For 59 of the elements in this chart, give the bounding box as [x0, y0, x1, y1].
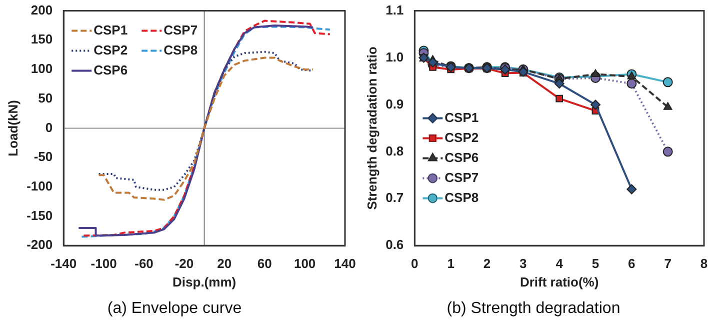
point: [663, 102, 672, 110]
x-tick-label: 8: [700, 256, 708, 271]
legend-label: CSP1: [444, 110, 479, 125]
legend-label: CSP2: [444, 130, 479, 145]
legend-label: CSP6: [94, 62, 128, 78]
x-tick-label: 100: [294, 256, 316, 271]
y-tick-label: 200: [30, 2, 53, 18]
point: [518, 66, 528, 77]
x-tick-label: 140: [334, 256, 356, 271]
point: [662, 146, 673, 157]
y-axis-title: Load(kN): [5, 100, 20, 156]
y-tick-label: 1.0: [386, 49, 404, 64]
y-tick-label: 0.9: [386, 96, 404, 112]
point: [662, 77, 673, 88]
x-tick-label: -140: [50, 256, 77, 271]
x-tick-label: 7: [664, 256, 672, 271]
point: [556, 94, 564, 102]
x-tick-label: -60: [134, 256, 154, 271]
x-tick-label: -20: [174, 256, 194, 271]
text: (b) Strength degradation: [446, 300, 620, 317]
y-tick-label: 0.8: [386, 143, 404, 158]
point: [591, 69, 600, 77]
x-tick-label: 60: [257, 256, 272, 271]
point: [590, 100, 600, 110]
y-tick-label: 150: [30, 32, 53, 47]
y-axis-title: Strength degradation ratio: [364, 46, 380, 210]
x-tick-label: 0: [411, 256, 418, 271]
y-tick-label: -100: [26, 178, 53, 194]
y-tick-label: 50: [38, 90, 53, 106]
y-tick-label: 0.6: [386, 237, 404, 252]
text: (a) Envelope curve: [107, 300, 242, 317]
y-tick-label: 0: [45, 120, 53, 135]
x-tick-label: 20: [217, 256, 232, 271]
y-tick-label: 1.1: [386, 2, 404, 18]
point: [554, 78, 564, 89]
y-tick-label: 100: [30, 61, 53, 76]
x-tick-label: 6: [628, 256, 636, 271]
point: [626, 184, 637, 194]
point: [626, 78, 637, 89]
legend-label: CSP1: [94, 22, 128, 38]
point: [627, 72, 636, 80]
y-tick-label: 0.7: [386, 190, 404, 206]
y-tick-label: -200: [26, 237, 53, 252]
x-tick-label: 1: [447, 256, 454, 271]
x-axis-title: Drift ratio(%): [520, 274, 599, 290]
x-tick-label: -100: [90, 256, 117, 271]
x-tick-label: 2: [483, 256, 491, 271]
legend-label: CSP2: [94, 42, 128, 58]
x-tick-label: 4: [556, 256, 564, 271]
x-tick-label: 5: [592, 256, 600, 271]
y-tick-label: -150: [26, 208, 53, 223]
x-axis-title: Disp.(mm): [172, 274, 236, 290]
legend-label: CSP8: [444, 190, 479, 205]
legend-label: CSP7: [444, 170, 479, 185]
legend-label: CSP6: [444, 150, 479, 165]
legend-label: CSP8: [164, 42, 198, 58]
x-tick-label: 3: [520, 256, 527, 271]
legend-label: CSP7: [164, 22, 198, 38]
y-tick-label: -50: [34, 149, 53, 164]
